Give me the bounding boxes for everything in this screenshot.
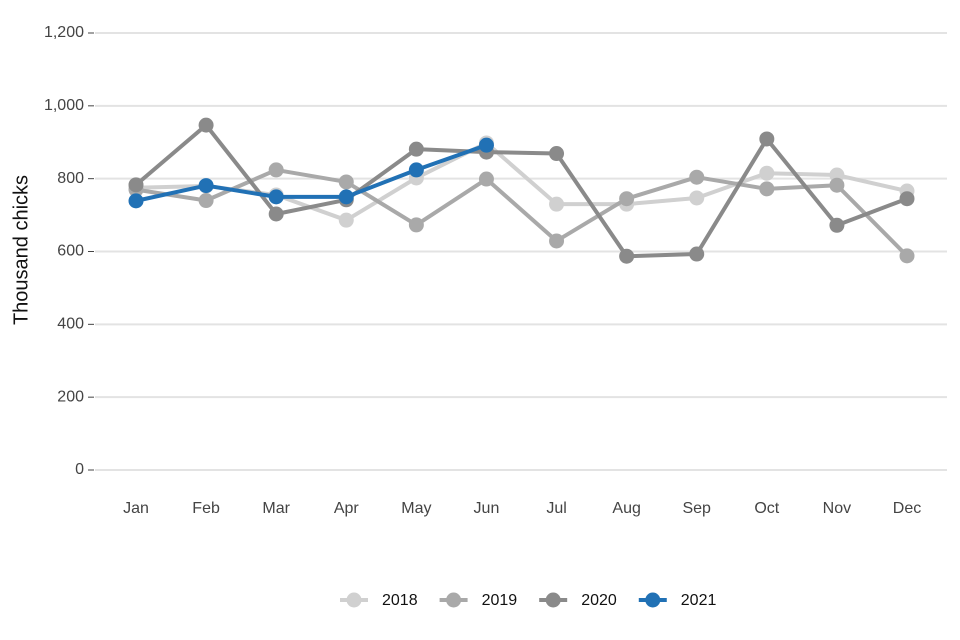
series-line xyxy=(135,143,488,203)
x-tick-label: May xyxy=(401,500,431,517)
point xyxy=(408,141,424,157)
y-tick-label: 600 xyxy=(57,243,84,260)
point xyxy=(759,165,775,181)
point xyxy=(759,181,775,197)
legend-marker xyxy=(545,592,561,608)
point xyxy=(478,137,494,153)
x-tick-label: Oct xyxy=(754,500,779,517)
point xyxy=(689,169,705,185)
x-tick-label: Jun xyxy=(474,500,500,517)
point xyxy=(829,217,845,233)
y-tick-label: 1,000 xyxy=(44,97,84,114)
point xyxy=(408,162,424,178)
legend-marker xyxy=(346,592,362,608)
point xyxy=(268,206,284,222)
point xyxy=(128,177,144,193)
point xyxy=(619,191,635,207)
y-tick-label: 200 xyxy=(57,388,84,405)
point xyxy=(198,193,214,209)
point xyxy=(549,196,565,212)
x-tick-label: Dec xyxy=(893,500,921,517)
y-axis-title: Thousand chicks xyxy=(10,175,32,325)
series-line xyxy=(134,123,908,259)
point xyxy=(338,174,354,190)
point xyxy=(549,233,565,249)
point xyxy=(338,212,354,228)
series-line xyxy=(135,167,909,258)
point xyxy=(689,190,705,206)
legend-label: 2020 xyxy=(581,592,617,609)
legend-label: 2018 xyxy=(382,592,418,609)
x-tick-label: Aug xyxy=(612,500,640,517)
y-tick-label: 0 xyxy=(75,461,84,478)
point xyxy=(268,162,284,178)
legend-marker xyxy=(645,592,661,608)
point xyxy=(759,131,775,147)
y-tick-label: 400 xyxy=(57,316,84,333)
point xyxy=(198,178,214,194)
legend-label: 2019 xyxy=(482,592,518,609)
x-tick-label: Mar xyxy=(262,500,290,517)
point xyxy=(478,171,494,187)
x-tick-label: Jan xyxy=(123,500,149,517)
x-tick-label: Jul xyxy=(546,500,566,517)
legend-label: 2021 xyxy=(681,592,717,609)
point xyxy=(549,146,565,162)
x-tick-label: Nov xyxy=(823,500,851,517)
point xyxy=(408,217,424,233)
point xyxy=(619,248,635,264)
x-tick-label: Sep xyxy=(682,500,711,517)
point xyxy=(899,191,915,207)
point xyxy=(829,177,845,193)
legend-marker xyxy=(446,592,462,608)
y-tick-label: 800 xyxy=(57,170,84,187)
point xyxy=(899,248,915,264)
point xyxy=(338,189,354,205)
point xyxy=(268,189,284,205)
point xyxy=(128,193,144,209)
point xyxy=(198,117,214,133)
x-tick-label: Feb xyxy=(192,500,220,517)
point xyxy=(689,246,705,262)
x-tick-label: Apr xyxy=(334,500,360,517)
y-tick-label: 1,200 xyxy=(44,24,84,41)
